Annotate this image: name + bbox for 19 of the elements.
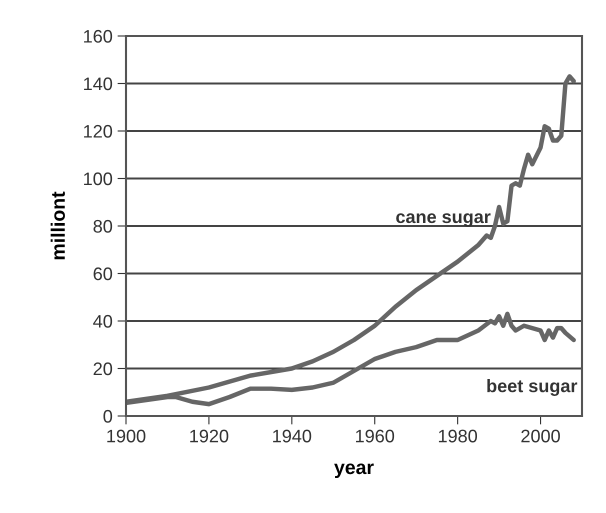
- y-tick-label: 80: [94, 220, 112, 233]
- text: beet sugar: [487, 379, 578, 396]
- x-tick-label: 1980: [438, 430, 478, 442]
- y-tick-label: 40: [93, 314, 112, 328]
- y-axis-title: milliont: [50, 192, 65, 260]
- y-tick-label: 0: [103, 410, 112, 423]
- y-tick-label: 140: [84, 77, 112, 90]
- y-tick-label: 160: [84, 30, 112, 43]
- y-tick-label: 100: [84, 172, 112, 186]
- x-axis-title: year: [334, 464, 374, 478]
- x-tick-label: 1940: [273, 430, 312, 442]
- x-tick-label: 1900: [107, 430, 146, 442]
- y-tick-label: 60: [94, 267, 112, 280]
- y-tick-label: 120: [84, 124, 112, 138]
- series-label: cane sugar: [396, 213, 491, 227]
- x-tick-label: 2000: [521, 430, 560, 442]
- x-tick-label: 1920: [190, 430, 228, 442]
- x-tick-label: 1960: [356, 430, 394, 442]
- y-tick-label: 20: [94, 362, 112, 376]
